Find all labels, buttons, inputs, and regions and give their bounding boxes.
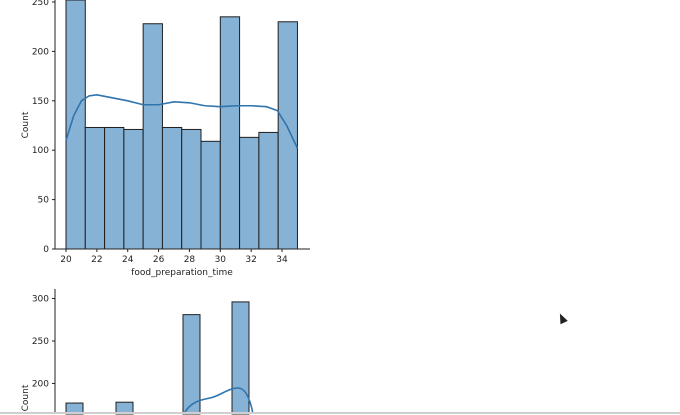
histogram-bar [182, 314, 201, 415]
x-tick-label: 32 [245, 255, 256, 265]
x-tick-label: 26 [153, 255, 165, 265]
cell-divider [0, 412, 680, 414]
kde-line [65, 94, 299, 149]
x-tick-label: 34 [276, 255, 288, 265]
y-tick-label: 0 [43, 245, 49, 255]
histogram-bar [115, 401, 134, 415]
x-tick-label: 24 [122, 255, 134, 265]
x-axis-label: food_preparation_time [131, 268, 233, 278]
y-axis-label: Count [21, 384, 31, 411]
y-tick-label: 200 [32, 380, 49, 390]
x-tick-label: 22 [91, 255, 102, 265]
y-tick-label: 300 [32, 295, 49, 305]
y-tick-label: 150 [32, 97, 49, 107]
x-tick-label: 20 [60, 255, 72, 265]
y-tick-label: 250 [32, 0, 49, 8]
y-axis-label: Count [21, 111, 31, 138]
histogram-bar [231, 301, 250, 415]
histogram-bar [65, 402, 84, 415]
y-tick-label: 200 [32, 47, 49, 57]
x-tick-label: 28 [184, 255, 196, 265]
histogram-food-preparation-time: 0 50 100 150 200 250 20 22 24 26 28 30 32 34 food_prep… [21, 0, 310, 278]
kde-line [183, 387, 254, 415]
y-tick-label: 50 [38, 196, 50, 206]
y-tick-label: 250 [32, 337, 49, 347]
y-tick-label: 100 [32, 146, 49, 156]
x-tick-label: 30 [215, 255, 227, 265]
